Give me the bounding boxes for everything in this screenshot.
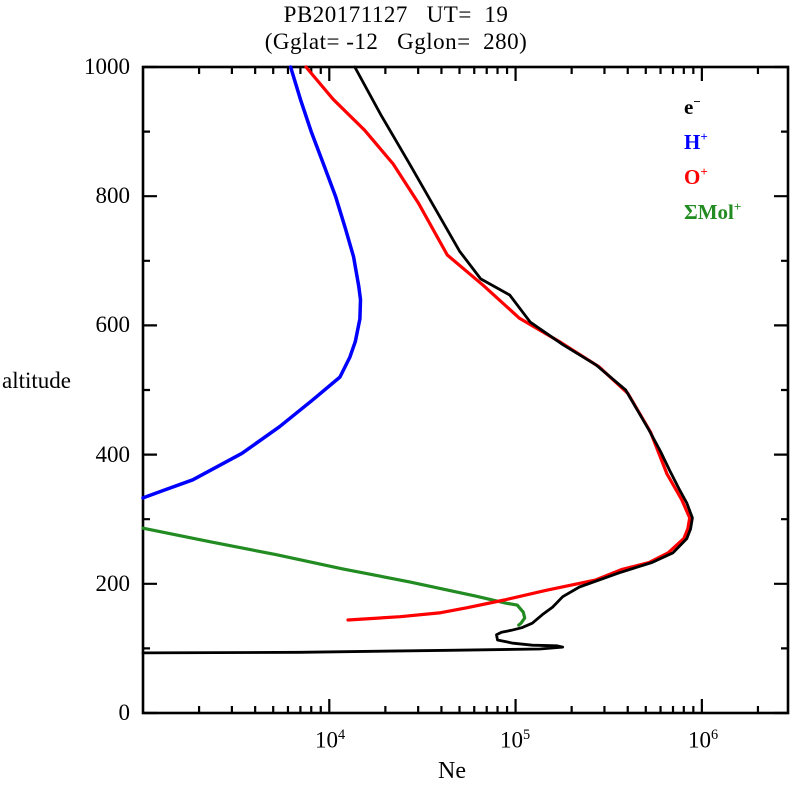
- xtick-1e4: 104: [314, 727, 346, 753]
- legend-item-o-plus: O+: [684, 164, 708, 189]
- xtick-1e5: 105: [499, 727, 531, 753]
- plot-title: PB20171127 UT= 19: [283, 2, 509, 27]
- legend-item-h-plus: H+: [684, 129, 708, 154]
- legend-item-mol-plus: ΣMol+: [684, 199, 742, 224]
- ytick-600: 600: [95, 312, 131, 337]
- ytick-800: 800: [95, 183, 131, 208]
- ytick-200: 200: [95, 571, 131, 596]
- ytick-400: 400: [95, 442, 131, 467]
- legend-item-electron: e−: [684, 94, 701, 119]
- legend: e− H+ O+ ΣMol+: [684, 86, 741, 226]
- ytick-1000: 1000: [84, 54, 130, 79]
- xtick-1e6: 106: [687, 727, 719, 753]
- plot-subtitle: (Gglat= -12 Gglon= 280): [264, 29, 528, 54]
- x-axis-label: Ne: [438, 758, 466, 784]
- ytick-0: 0: [118, 700, 131, 725]
- y-axis-label: altitude: [2, 368, 71, 393]
